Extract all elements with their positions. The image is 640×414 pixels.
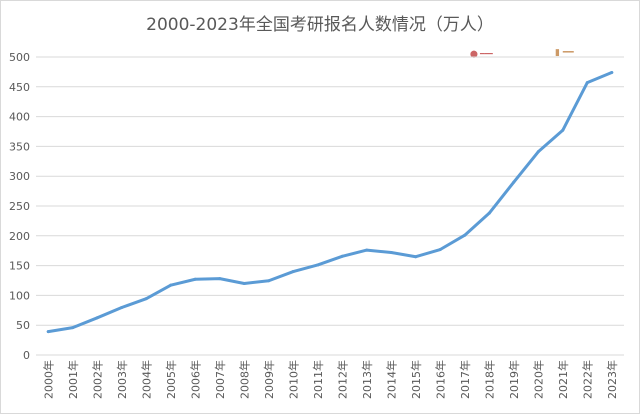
data-point xyxy=(610,70,614,74)
x-tick-label: 2006年 xyxy=(188,360,202,399)
data-point xyxy=(389,250,393,254)
x-tick-label: 2018年 xyxy=(482,360,496,399)
data-point xyxy=(46,330,50,334)
data-point xyxy=(512,180,516,184)
data-point xyxy=(414,255,418,259)
x-tick-label: 2011年 xyxy=(311,360,325,399)
data-point xyxy=(316,263,320,267)
x-tick-label: 2023年 xyxy=(605,360,619,399)
data-point xyxy=(95,316,99,320)
data-point xyxy=(340,254,344,258)
y-tick-label: 100 xyxy=(9,289,30,302)
y-tick-label: 200 xyxy=(9,230,30,243)
x-tick-label: 2003年 xyxy=(115,360,129,399)
data-point xyxy=(71,326,75,330)
y-tick-label: 450 xyxy=(9,81,30,94)
data-point xyxy=(561,128,565,132)
x-tick-label: 2000年 xyxy=(41,360,55,399)
x-tick-label: 2008年 xyxy=(237,360,251,399)
data-point xyxy=(438,248,442,252)
data-point xyxy=(144,297,148,301)
data-point xyxy=(585,81,589,85)
data-point xyxy=(120,305,124,309)
y-tick-label: 350 xyxy=(9,140,30,153)
x-tick-label: 2007年 xyxy=(213,360,227,399)
data-point xyxy=(267,279,271,283)
watermark-logo-2: ▮ ━━ xyxy=(555,48,574,58)
x-tick-label: 2019年 xyxy=(507,360,521,399)
x-tick-label: 2022年 xyxy=(580,360,594,399)
y-tick-label: 250 xyxy=(9,200,30,213)
x-tick-label: 2014年 xyxy=(384,360,398,399)
x-tick-label: 2002年 xyxy=(90,360,104,399)
x-tick-label: 2004年 xyxy=(139,360,153,399)
x-tick-label: 2021年 xyxy=(556,360,570,399)
x-tick-label: 2015年 xyxy=(409,360,423,399)
y-tick-label: 500 xyxy=(9,51,30,64)
x-tick-label: 2016年 xyxy=(433,360,447,399)
x-tick-label: 2013年 xyxy=(360,360,374,399)
x-tick-label: 2005年 xyxy=(164,360,178,399)
x-tick-label: 2010年 xyxy=(286,360,300,399)
y-tick-label: 400 xyxy=(9,111,30,124)
data-point xyxy=(291,270,295,274)
y-tick-label: 0 xyxy=(23,349,30,362)
series-line xyxy=(46,70,614,334)
data-point xyxy=(218,277,222,281)
data-point xyxy=(463,233,467,237)
data-point xyxy=(169,283,173,287)
x-tick-label: 2001年 xyxy=(66,360,80,399)
x-tick-label: 2012年 xyxy=(335,360,349,399)
x-tick-label: 2020年 xyxy=(531,360,545,399)
chart-title: 2000-2023年全国考研报名人数情况（万人） xyxy=(146,15,494,35)
data-point xyxy=(487,211,491,215)
data-point xyxy=(365,248,369,252)
y-tick-label: 50 xyxy=(16,319,30,332)
data-point xyxy=(193,277,197,281)
x-tick-label: 2009年 xyxy=(262,360,276,399)
y-tick-label: 150 xyxy=(9,260,30,273)
watermark-logo: ⬤ ━━━ xyxy=(470,50,493,58)
x-tick-label: 2017年 xyxy=(458,360,472,399)
data-point xyxy=(242,281,246,285)
data-point xyxy=(536,150,540,154)
y-tick-label: 300 xyxy=(9,170,30,183)
